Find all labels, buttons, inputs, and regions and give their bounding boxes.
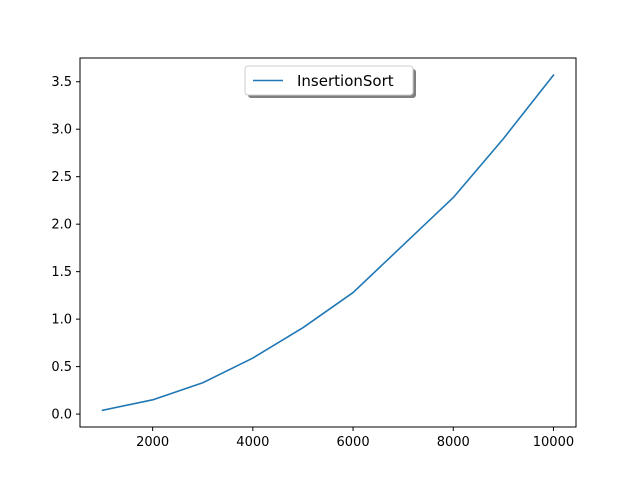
y-tick-label: 0.5 [51, 360, 72, 375]
y-tick-label: 0.0 [51, 408, 72, 423]
ticks-layer: 2000 4000 6000 8000 10000 0.0 0.5 1.0 1.5 2.0 2.5 3… [51, 75, 574, 450]
y-tick-label: 2.0 [51, 218, 72, 233]
plot-frame [79, 57, 577, 428]
x-tick-label: 8000 [437, 435, 470, 450]
y-tick-label: 1.5 [51, 265, 72, 280]
x-tick-label: 10000 [533, 435, 574, 450]
y-tick-label: 3.5 [51, 75, 72, 90]
y-tick-label: 1.0 [51, 313, 72, 328]
legend-box [244, 65, 414, 96]
legend-label-insertionsort: InsertionSort [297, 72, 394, 90]
y-tick-label: 2.5 [51, 170, 72, 185]
series-layer [101, 73, 555, 412]
x-tick-label: 4000 [236, 435, 269, 450]
x-tick-label: 2000 [136, 435, 169, 450]
y-tick-label: 3.0 [51, 123, 72, 138]
legend: InsertionSort [244, 65, 416, 98]
series-line-insertionsort [101, 73, 555, 412]
x-tick-label: 6000 [337, 435, 370, 450]
